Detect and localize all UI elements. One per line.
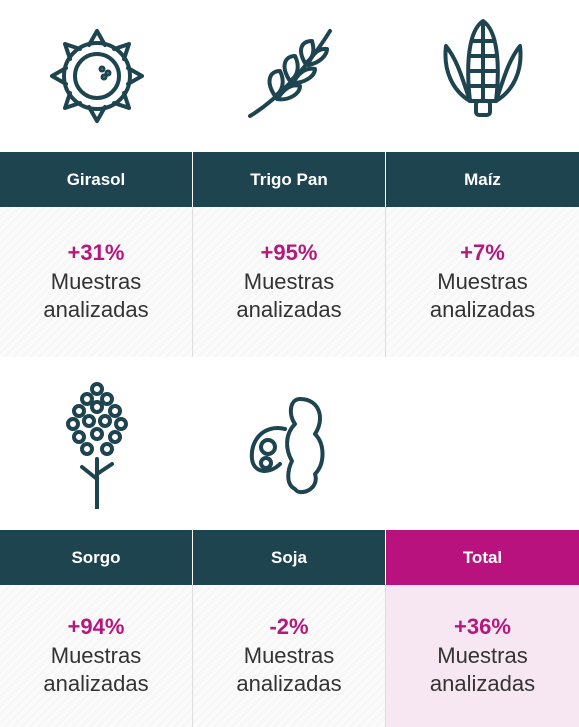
value: +31% (67, 240, 125, 265)
value-row: +31% Muestras analizadas +95% Muestras ana… (0, 207, 579, 357)
total-header: Total (386, 530, 579, 585)
value: +36% (454, 614, 511, 639)
cell: +95% Muestras analizadas (193, 207, 386, 357)
value: +94% (67, 614, 125, 639)
cell: +7% Muestras analizadas (386, 207, 579, 357)
label: Muestras analizadas (236, 269, 342, 322)
label: Muestras analizadas (236, 643, 342, 696)
label: Muestras analizadas (429, 643, 536, 696)
value: +7% (460, 240, 505, 265)
crop-header: Trigo Pan (193, 152, 386, 207)
header-row: Sorgo Soja Total (0, 530, 579, 585)
label: Muestras analizadas (429, 269, 536, 322)
crop-header: Sorgo (0, 530, 193, 585)
label: Muestras analizadas (43, 643, 149, 696)
sorghum-icon (0, 357, 193, 530)
wheat-icon (193, 0, 386, 152)
crop-header: Girasol (0, 152, 193, 207)
header-row: Girasol Trigo Pan Maíz (0, 152, 579, 207)
total-cell: +36% Muestras analizadas (386, 585, 579, 727)
cell: +94% Muestras analizadas (0, 585, 193, 727)
sunflower-icon (0, 0, 193, 152)
corn-icon (386, 0, 579, 152)
icon-row (0, 0, 579, 152)
empty (386, 357, 579, 530)
value: +95% (260, 240, 318, 265)
cell: -2% Muestras analizadas (193, 585, 386, 727)
value: -2% (269, 614, 309, 639)
icon-row (0, 357, 579, 530)
soy-icon (193, 357, 386, 530)
label: Muestras analizadas (43, 269, 149, 322)
crop-header: Maíz (386, 152, 579, 207)
value-row: +94% Muestras analizadas -2% Muestras anal… (0, 585, 579, 727)
cell: +31% Muestras analizadas (0, 207, 193, 357)
crop-header: Soja (193, 530, 386, 585)
